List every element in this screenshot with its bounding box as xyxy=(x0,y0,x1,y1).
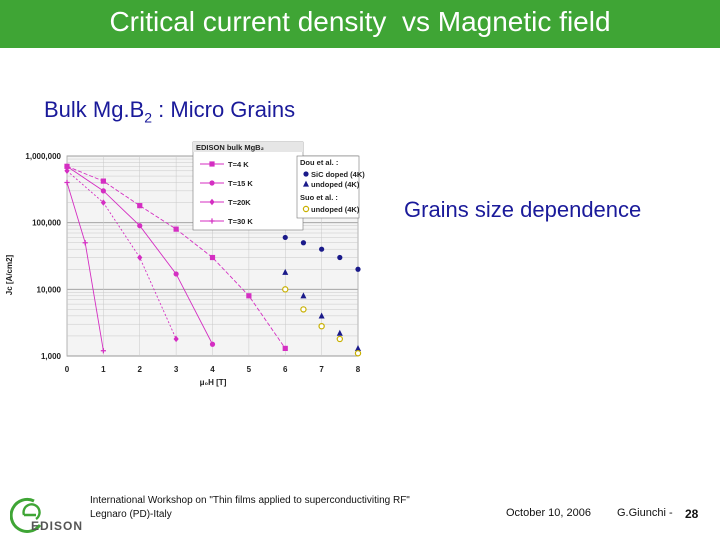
y-tick-label: 10,000 xyxy=(37,285,62,294)
data-point xyxy=(137,203,143,209)
x-tick-labels: 0 1 2 3 4 5 6 7 8 xyxy=(65,365,361,374)
data-point xyxy=(137,223,143,229)
x-tick-label: 8 xyxy=(356,365,361,374)
data-point xyxy=(173,226,179,232)
data-point xyxy=(209,341,216,347)
footer-date: October 10, 2006 xyxy=(506,507,592,519)
x-tick-label: 3 xyxy=(174,365,179,374)
workshop-title: International Workshop on "Thin films ap… xyxy=(90,495,410,506)
legend-literature: Dou et al. : Suo et al. : SiC doped (4K)… xyxy=(296,155,365,219)
jc-vs-field-chart: 1,000 10,000 100,000 1,000,000 0 1 2 3 4 5 6 7 8 Jc… xyxy=(5,141,365,387)
y-tick-label: 100,000 xyxy=(32,219,61,228)
data-point xyxy=(64,163,70,169)
data-point xyxy=(318,312,325,319)
grain-size-annotation: Grains size dependence xyxy=(404,197,642,222)
footer-workshop: International Workshop on "Thin films ap… xyxy=(90,494,410,522)
subtitle-subscript: 2 xyxy=(144,109,153,126)
legend-label: T=15 K xyxy=(228,179,253,188)
legend-marker xyxy=(209,161,215,167)
y-tick-label: 1,000 xyxy=(41,352,62,361)
x-tick-label: 1 xyxy=(101,365,106,374)
data-point xyxy=(100,348,106,354)
data-point xyxy=(82,240,88,246)
legend-edison-header xyxy=(193,142,303,152)
data-point xyxy=(282,345,288,352)
data-point xyxy=(282,234,288,241)
slide-title: Critical current density vs Magnetic fie… xyxy=(109,6,611,37)
legend-marker xyxy=(303,180,309,187)
legend-label: SiC doped (4K) xyxy=(311,170,365,179)
data-point xyxy=(100,188,106,194)
data-point xyxy=(100,178,106,184)
data-point xyxy=(336,335,344,343)
legend-edison: EDISON bulk MgB₂ T=4 K T=15 K T=20K T=30 K xyxy=(192,141,304,231)
data-point xyxy=(355,345,361,352)
x-tick-label: 6 xyxy=(283,365,288,374)
data-point xyxy=(300,292,307,299)
x-tick-label: 5 xyxy=(247,365,252,374)
workshop-location: Legnaro (PD)-Italy xyxy=(90,509,172,520)
data-point xyxy=(246,293,252,299)
x-tick-label: 0 xyxy=(65,365,70,374)
legend-marker xyxy=(303,171,309,177)
series-5 xyxy=(282,268,361,352)
series-3 xyxy=(64,179,106,354)
series-6 xyxy=(282,286,362,357)
x-tick-label: 2 xyxy=(138,365,143,374)
series-2 xyxy=(64,167,179,343)
legend-literature-title-2: Suo et al. : xyxy=(300,193,338,202)
slide-subtitle: Bulk Mg.B2 : Micro Grains xyxy=(44,97,295,125)
data-point xyxy=(137,254,143,261)
legend-label: undoped (4K) xyxy=(311,180,360,189)
legend-marker xyxy=(209,218,215,224)
data-point xyxy=(282,286,289,293)
series-1 xyxy=(64,163,216,347)
legend-marker xyxy=(209,180,215,186)
x-axis-label: μ₀H [T] xyxy=(200,378,227,387)
data-point xyxy=(337,254,343,261)
legend-edison-title: EDISON bulk MgB₂ xyxy=(196,143,264,152)
legend-literature-title-1: Dou et al. : xyxy=(300,158,338,167)
y-tick-label: 1,000,000 xyxy=(25,152,61,161)
legend-label: T=4 K xyxy=(228,160,249,169)
subtitle-main: Bulk Mg.B xyxy=(44,97,145,122)
legend-marker xyxy=(302,205,310,213)
data-point xyxy=(282,268,289,275)
data-point xyxy=(336,329,343,336)
series-line xyxy=(66,170,177,340)
data-point xyxy=(173,271,179,277)
data-point xyxy=(173,335,179,343)
logo-wordmark: EDISON xyxy=(31,519,84,533)
x-tick-label: 4 xyxy=(210,365,215,374)
title-bar: Critical current density vs Magnetic fie… xyxy=(0,0,720,48)
data-point xyxy=(300,306,307,313)
data-point xyxy=(319,246,325,252)
data-point xyxy=(318,322,325,330)
x-tick-label: 7 xyxy=(319,365,324,374)
legend-edison-box xyxy=(192,141,304,231)
legend-literature-entries: SiC doped (4K)undoped (4K)undoped (4K) xyxy=(302,170,365,214)
data-point xyxy=(64,167,70,174)
legend-label: T=30 K xyxy=(228,217,253,226)
data-point xyxy=(300,240,307,246)
data-point xyxy=(64,179,70,186)
series-4 xyxy=(282,234,361,272)
page-number: 28 xyxy=(685,507,699,521)
y-tick-labels: 1,000 10,000 100,000 1,000,000 xyxy=(25,152,61,361)
data-point xyxy=(209,254,216,261)
edison-logo-icon xyxy=(10,497,42,533)
series-0 xyxy=(64,163,288,352)
y-axis-label: Jc [A/cm2] xyxy=(5,254,14,295)
subtitle-rest: : Micro Grains xyxy=(152,97,296,122)
legend-label: T=20K xyxy=(228,198,251,207)
data-point xyxy=(100,199,106,206)
data-point xyxy=(355,266,361,272)
footer-author: G.Giunchi - xyxy=(617,507,673,519)
data-point xyxy=(354,350,362,357)
data-series xyxy=(64,163,362,357)
legend-label: undoped (4K) xyxy=(311,205,360,214)
